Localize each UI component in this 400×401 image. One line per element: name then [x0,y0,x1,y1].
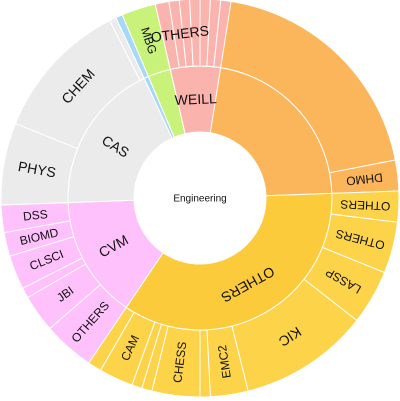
center-hole [134,132,266,264]
segment-label-emc2: EMC2 [215,344,234,379]
segment-label-weill: WEILL [174,90,217,108]
segment-label-dss: DSS [22,207,48,224]
center-label: Engineering [173,194,226,205]
segment-label-others: OTHERS [340,197,391,213]
outer-segment-unlabeled[interactable] [213,0,232,69]
segment-label-phys: PHYS [17,158,57,180]
segment-label-chess: CHESS [170,341,189,384]
segment-label-dhmo: DHMO [345,170,383,188]
segment-label-others: OTHERS [150,22,210,45]
inner-ring [67,65,333,331]
